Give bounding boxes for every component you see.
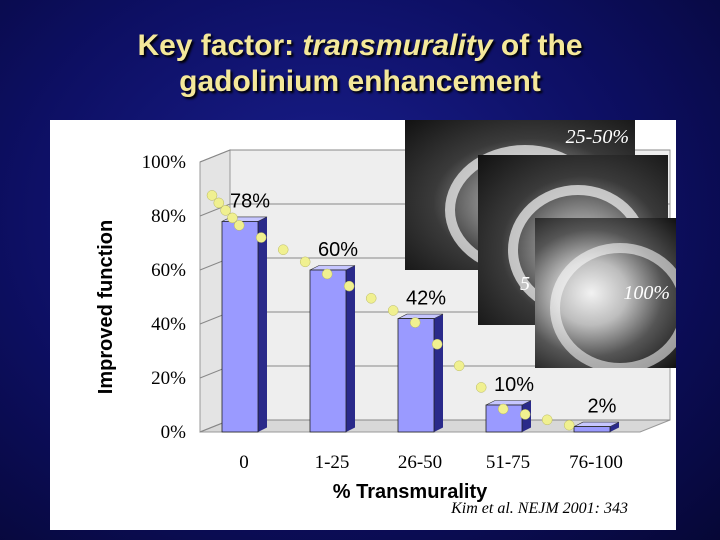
trend-dot [519, 409, 531, 420]
trend-dot [563, 419, 575, 431]
mri-label-3: 100% [623, 282, 670, 304]
chart-panel: 0% 20% 40% 60% 80% 100% Improved function 78% 0 6… [50, 120, 676, 530]
trend-dot [497, 403, 509, 415]
trend-dot [453, 360, 465, 372]
x-axis-label: % Transmurality [333, 481, 488, 503]
bar-side [610, 422, 619, 432]
x-tick-label: 76-100 [569, 452, 623, 473]
y-axis-label: Improved function [95, 220, 117, 394]
trend-dot [299, 256, 311, 268]
bar-data-label: 78% [230, 190, 270, 212]
x-tick-label: 1-25 [315, 452, 350, 473]
trend-dot [206, 190, 218, 201]
bar-side [434, 314, 443, 432]
trend-dot [227, 212, 238, 224]
trend-dot [365, 293, 377, 304]
title-italic: transmurality [302, 29, 493, 62]
y-tick-label: 20% [151, 368, 186, 389]
citation: Kim et al. NEJM 2001: 343 [451, 500, 628, 517]
trend-dot [233, 220, 245, 231]
y-tick-label: 0% [161, 422, 187, 443]
trend-dot [541, 414, 553, 426]
bar-side [346, 265, 355, 432]
bar [221, 221, 259, 433]
trend-dot [321, 268, 333, 280]
y-tick-label: 100% [142, 152, 187, 173]
bar-side [258, 216, 267, 432]
title-part-1: Key factor: [137, 29, 303, 62]
y-tick-label: 60% [151, 260, 186, 281]
slide-title: Key factor: transmurality of the gadolin… [0, 28, 720, 100]
trend-dot [343, 280, 355, 292]
x-tick-label: 26-50 [398, 452, 442, 473]
title-line-2: gadolinium enhancement [179, 65, 541, 98]
trend-dot [431, 338, 443, 350]
trend-dot [387, 305, 399, 316]
trend-dot [277, 244, 289, 255]
trend-dot [409, 317, 421, 328]
bar-data-label: 2% [588, 396, 617, 418]
trend-dot [475, 382, 487, 393]
trend-dot [255, 232, 267, 243]
bar [397, 318, 435, 433]
mri-label-2: 5 [520, 273, 530, 295]
trend-dot [220, 205, 231, 216]
mri-image-3: 100% [535, 218, 676, 368]
x-tick-label: 0 [239, 452, 249, 473]
y-tick-label: 40% [151, 314, 186, 335]
title-part-2: of the [492, 29, 583, 62]
bar [309, 269, 347, 433]
y-tick-label: 80% [151, 206, 186, 227]
mri-label-1: 25-50% [565, 126, 629, 148]
bar-data-label: 60% [318, 239, 358, 261]
x-tick-label: 51-75 [486, 452, 530, 473]
trend-dot [213, 197, 225, 209]
bar [573, 426, 611, 433]
bar-data-label: 10% [494, 374, 534, 396]
bar-data-label: 42% [406, 288, 446, 310]
